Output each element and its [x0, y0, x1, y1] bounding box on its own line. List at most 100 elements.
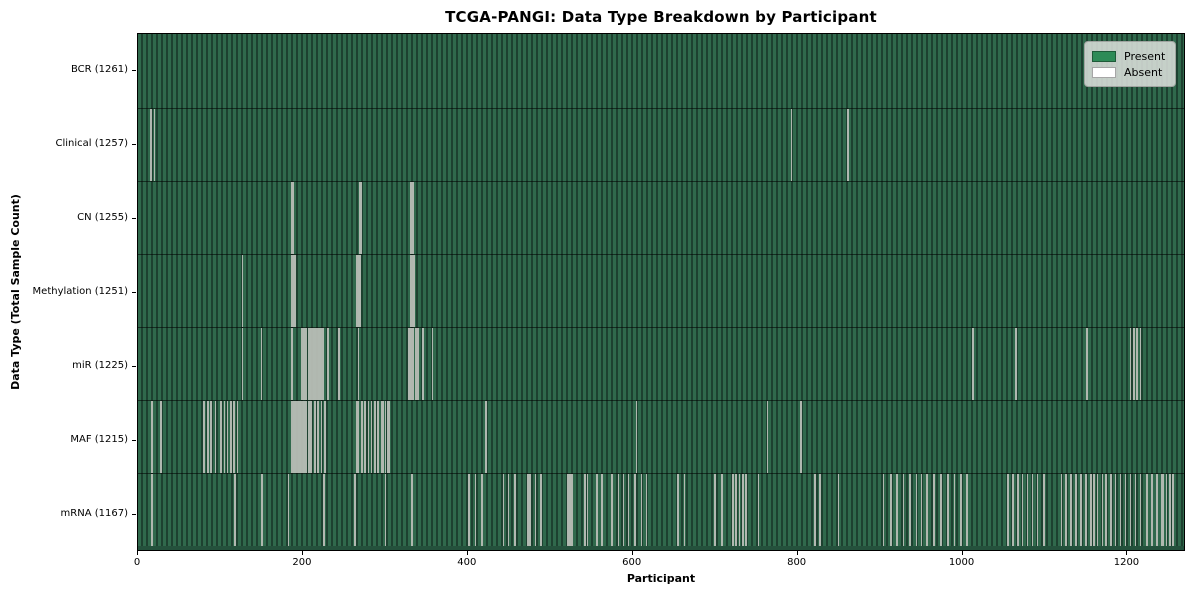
row-mir — [138, 327, 1184, 400]
absent-line — [356, 255, 358, 327]
absent-line — [596, 474, 598, 546]
absent-line — [310, 328, 313, 400]
absent-line — [309, 328, 311, 400]
legend-entry-absent: Absent — [1092, 64, 1167, 80]
absent-line — [1109, 474, 1112, 546]
absent-line — [1169, 474, 1171, 546]
absent-line — [1132, 328, 1135, 400]
absent-line — [241, 328, 244, 400]
absent-line — [300, 328, 303, 400]
absent-line — [721, 474, 724, 546]
absent-line — [1124, 474, 1127, 546]
x-tick-mark — [1126, 551, 1128, 555]
chart-title: TCGA-PANGI: Data Type Breakdown by Parti… — [445, 8, 877, 26]
absent-line — [507, 474, 510, 546]
absent-line — [1021, 474, 1024, 546]
absent-line — [151, 474, 153, 546]
absent-line — [291, 328, 293, 400]
absent-line — [380, 401, 383, 473]
absent-line — [241, 255, 244, 327]
y-tick-mark — [132, 514, 136, 515]
absent-line — [214, 401, 217, 473]
absent-line — [902, 474, 905, 546]
y-tick-mark — [132, 70, 136, 71]
absent-line — [485, 401, 487, 473]
absent-line — [417, 328, 420, 400]
absent-line — [1134, 474, 1137, 546]
absent-line — [384, 401, 387, 473]
absent-line — [468, 474, 470, 546]
absent-line — [1114, 474, 1117, 546]
x-tick-mark — [466, 551, 468, 555]
absent-line — [742, 474, 744, 546]
absent-line — [1075, 474, 1077, 546]
absent-line — [1093, 474, 1096, 546]
x-tick-mark — [137, 551, 138, 555]
absent-line — [151, 401, 153, 473]
x-tick-label-400: 400 — [457, 557, 477, 568]
absent-line — [356, 401, 358, 473]
absent-line — [412, 328, 415, 400]
absent-line — [377, 401, 380, 473]
absent-line — [291, 255, 293, 327]
x-tick-mark — [631, 551, 633, 555]
absent-line — [358, 182, 361, 254]
absent-line — [302, 328, 305, 400]
absent-line — [315, 328, 318, 400]
absent-line — [260, 328, 263, 400]
present-swatch-icon — [1092, 50, 1116, 62]
x-tick-mark — [301, 551, 303, 555]
y-tick-label-clinical: Clinical (1257) — [55, 138, 129, 149]
absent-line — [302, 401, 305, 473]
absent-line — [882, 474, 885, 546]
absent-line — [635, 401, 638, 473]
absent-line — [790, 109, 793, 181]
absent-line — [1146, 474, 1148, 546]
absent-line — [421, 328, 424, 400]
absent-line — [568, 474, 570, 546]
absent-line — [292, 401, 295, 473]
absent-line — [890, 474, 892, 546]
absent-line — [611, 474, 613, 546]
absent-line — [323, 474, 325, 546]
absent-line — [1026, 474, 1029, 546]
absent-line — [291, 401, 293, 473]
absent-line — [367, 401, 370, 473]
absent-line — [307, 328, 310, 400]
y-tick-mark — [132, 440, 136, 441]
absent-line — [297, 401, 300, 473]
absent-line — [412, 182, 414, 254]
absent-line — [413, 255, 416, 327]
y-tick-label-mrna: mRNA (1167) — [60, 508, 128, 519]
absent-line — [1080, 474, 1082, 546]
x-tick-mark — [961, 551, 963, 555]
absent-line — [940, 474, 942, 546]
row-clinical — [138, 108, 1184, 181]
absent-line — [1165, 474, 1168, 546]
absent-line — [617, 474, 620, 546]
absent-line — [965, 474, 968, 546]
absent-line — [309, 401, 311, 473]
absent-line — [1007, 474, 1009, 546]
absent-line — [1043, 474, 1045, 546]
absent-line — [409, 328, 412, 400]
x-tick-mark — [796, 551, 798, 555]
absent-line — [314, 401, 316, 473]
absent-line — [634, 474, 636, 546]
absent-line — [1104, 474, 1107, 546]
y-tick-label-mir: miR (1225) — [72, 360, 128, 371]
absent-line — [534, 474, 537, 546]
absent-line — [627, 474, 630, 546]
absent-line — [300, 401, 303, 473]
legend: Present Absent — [1084, 41, 1176, 87]
absent-line — [953, 474, 956, 546]
absent-line — [207, 401, 209, 473]
absent-line — [926, 474, 928, 546]
absent-line — [1160, 474, 1163, 546]
absent-line — [410, 255, 412, 327]
absent-line — [1101, 474, 1104, 546]
absent-line — [230, 401, 232, 473]
absent-line — [412, 255, 414, 327]
legend-label-present: Present — [1124, 49, 1166, 63]
